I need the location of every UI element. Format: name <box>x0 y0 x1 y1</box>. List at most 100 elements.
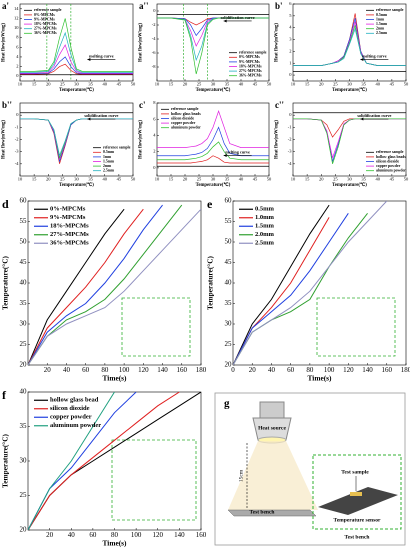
inset-boxes <box>111 297 396 521</box>
distance-label: 15cm <box>238 469 244 482</box>
y-tick-label: 2 <box>289 48 291 53</box>
legend-label: copper powder <box>171 121 196 125</box>
series-line <box>157 17 269 75</box>
legend-label: 27%-MPCMs <box>239 69 262 73</box>
bench-detail <box>318 487 398 515</box>
annotation: melting curve <box>89 53 114 58</box>
series-line <box>157 17 269 37</box>
x-tick-label: 40 <box>68 531 76 539</box>
y-tick-label: 5 <box>289 13 292 18</box>
y-tick-label: 8 <box>16 35 19 40</box>
diagram-g: g Heat source 15cm Test bench Test sampl… <box>214 392 406 546</box>
annotation: melting curve <box>225 150 250 155</box>
y-tick-label: 0 <box>289 112 292 117</box>
legend-label: 1.0mm <box>255 214 275 221</box>
x-tick-label: 50 <box>267 177 272 182</box>
y-tick-label: -2 <box>15 137 19 142</box>
y-tick-label: -1 <box>288 124 292 129</box>
legend-label: 18%-MPCMs <box>50 223 89 230</box>
y-tick-label: 55 <box>20 217 28 225</box>
annotation: solidification curve <box>84 113 118 118</box>
zoom-box <box>312 454 402 530</box>
y-tick-label: -4 <box>288 161 292 166</box>
x-tick-label: 40 <box>239 82 244 87</box>
series-line <box>20 56 133 75</box>
y-tick-label: 0 <box>153 165 156 170</box>
y-axis-label: Temperature(°C) <box>205 255 214 309</box>
x-tick-label: 140 <box>157 366 168 374</box>
x-tick-label: 30 <box>347 177 352 182</box>
y-tick-label: 0 <box>16 73 19 78</box>
x-tick-label: 25 <box>197 177 202 182</box>
x-tick-label: 35 <box>361 177 366 182</box>
annotation-arrowhead <box>360 57 364 61</box>
series-line <box>233 201 388 365</box>
legend-label: 0%-MPCMs <box>34 13 55 17</box>
x-tick-label: 40 <box>239 177 244 182</box>
x-tick-label: 25 <box>197 82 202 87</box>
inset-box <box>111 439 197 521</box>
y-tick-label: 0 <box>289 72 292 77</box>
x-tick-label: 35 <box>361 82 366 87</box>
y-tick-label: 45 <box>225 258 233 266</box>
y-tick-label: -6 <box>152 50 156 55</box>
legend-label: 0.5mm <box>255 206 275 213</box>
x-tick-label: 50 <box>267 82 272 87</box>
y-axis-label: Heat flow(mW/mg) <box>2 23 7 62</box>
x-tick-label: 35 <box>88 82 93 87</box>
series-line <box>28 208 201 365</box>
x-tick-label: 20 <box>319 82 324 87</box>
x-tick-label: 45 <box>253 177 258 182</box>
x-tick-label: 50 <box>131 82 136 87</box>
legend-label: silicon dioxide <box>171 116 194 120</box>
legend-label: 9%-MPCMs <box>50 214 86 221</box>
x-tick-label: 20 <box>46 82 51 87</box>
y-axis-label: Temperature(°C) <box>0 433 9 487</box>
x-tick-label: 15 <box>169 177 174 182</box>
bench-label: Test bench <box>344 534 369 540</box>
y-tick-label: 2 <box>153 149 155 154</box>
panel: b'10 15 20 25 30 35 40 45 500123456Temperature(℃… <box>275 1 409 93</box>
legend-label: aluminum powder <box>376 169 406 173</box>
y-tick-label: 35 <box>20 422 28 430</box>
sample <box>350 492 362 496</box>
y-tick-label: 55 <box>225 217 233 225</box>
y-tick-label: 25 <box>225 340 233 348</box>
y-axis-label: Heat flow(mW/mg) <box>2 120 7 159</box>
x-tick-label: 20 <box>183 177 188 182</box>
panel-label: b' <box>275 1 283 11</box>
y-tick-label: 60 <box>225 197 233 205</box>
y-tick-label: 6 <box>16 44 19 49</box>
legend-label: reference sample <box>34 8 62 12</box>
y-tick-label: -8 <box>152 64 156 69</box>
annotation-arrowhead <box>223 154 227 158</box>
y-tick-label: 35 <box>20 299 28 307</box>
legend-label: 2mm <box>376 27 385 31</box>
x-tick-label: 20 <box>319 177 324 182</box>
y-tick-label: 0 <box>153 8 156 13</box>
series-line <box>20 118 133 161</box>
x-tick-label: 100 <box>119 366 130 374</box>
x-tick-label: 40 <box>376 82 381 87</box>
legend-label: 2.5mm <box>376 31 388 35</box>
y-axis-label: Heat flow(mW/mg) <box>139 23 144 62</box>
x-axis-label: Temperature(℃) <box>59 181 94 188</box>
legend-label: 1mm <box>103 155 112 159</box>
legend-label: 18%-MPCMs <box>34 22 57 26</box>
legend-label: hollow glass beads <box>171 112 201 116</box>
annotation: melting curve <box>362 53 387 58</box>
series-line <box>293 27 406 66</box>
series-line <box>20 63 133 75</box>
y-axis-label: Heat flow(mW/mg) <box>275 23 280 62</box>
series-line <box>233 212 368 365</box>
x-tick-label: 20 <box>44 366 52 374</box>
legend-label: copper powder <box>376 164 401 168</box>
x-tick-label: 180 <box>401 366 410 374</box>
legend-label: reference sample <box>239 51 267 55</box>
legend-label: 0.5mm <box>376 13 388 17</box>
y-tick-label: -2 <box>288 137 292 142</box>
x-tick-label: 20 <box>249 366 257 374</box>
legend-label: aluminum powder <box>50 422 101 429</box>
y-tick-label: 40 <box>20 388 28 396</box>
series-line <box>157 141 269 161</box>
